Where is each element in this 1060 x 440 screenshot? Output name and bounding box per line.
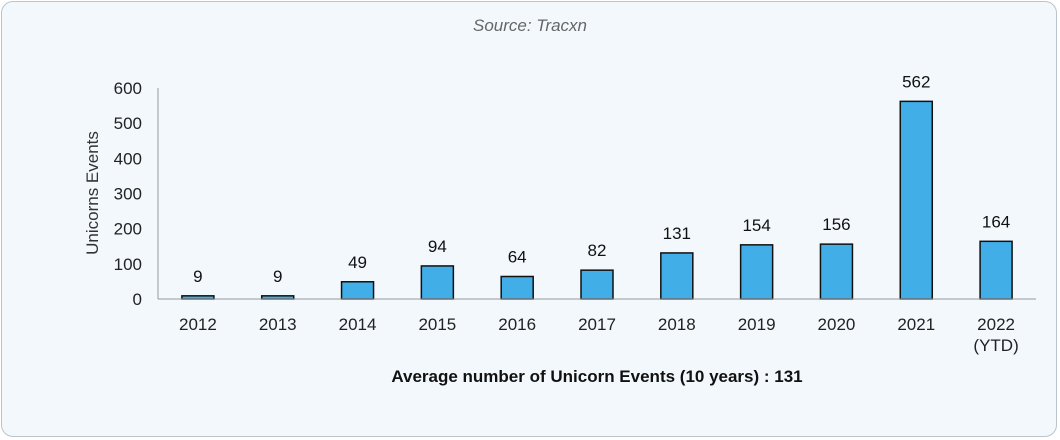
bar-value-label: 64: [508, 247, 527, 266]
y-tick-label: 300: [114, 185, 142, 204]
bar-value-label: 131: [663, 224, 691, 243]
bar-2017: [580, 269, 614, 300]
x-tick-label: 2012: [179, 315, 217, 334]
bar-value-label: 82: [588, 241, 607, 260]
bar-2016: [500, 275, 534, 300]
bar-value-label: 562: [902, 72, 930, 91]
x-tick-label: 2013: [259, 315, 297, 334]
y-tick-label: 400: [114, 149, 142, 168]
x-tick-label: 2018: [658, 315, 696, 334]
bar-value-label: 49: [348, 253, 367, 272]
bar-2022-ytd-: [979, 240, 1013, 300]
x-tick-label: 2021: [897, 315, 935, 334]
y-tick-label: 200: [114, 220, 142, 239]
x-tick-label: 2017: [578, 315, 616, 334]
bar-2020: [819, 243, 854, 300]
y-axis-label: Unicorns Events: [83, 131, 102, 255]
source-note: Source: Tracxn: [472, 16, 587, 35]
bar-value-label: 154: [742, 216, 770, 235]
x-tick-label: 2020: [818, 315, 856, 334]
y-tick-label: 100: [114, 255, 142, 274]
bar-2014: [340, 281, 375, 300]
bar-value-label: 164: [982, 212, 1010, 231]
bar-2015: [420, 265, 455, 300]
x-tick-label: 2014: [339, 315, 377, 334]
y-tick-label: 500: [114, 114, 142, 133]
x-tick-label: 2016: [498, 315, 536, 334]
bar-2021: [899, 100, 934, 300]
bar-value-label: 9: [193, 267, 202, 286]
y-tick-label: 600: [114, 79, 142, 98]
bar-value-label: 9: [273, 267, 282, 286]
bar-value-label: 156: [822, 215, 850, 234]
bar-2019: [739, 244, 774, 300]
bar-2018: [660, 252, 694, 300]
x-tick-label: 2019: [738, 315, 776, 334]
x-tick-label: 2015: [418, 315, 456, 334]
y-tick-label: 0: [133, 290, 142, 309]
average-annotation: Average number of Unicorn Events (10 yea…: [391, 367, 802, 386]
x-tick-label: 2022 (YTD): [973, 315, 1018, 355]
bar-value-label: 94: [428, 237, 447, 256]
